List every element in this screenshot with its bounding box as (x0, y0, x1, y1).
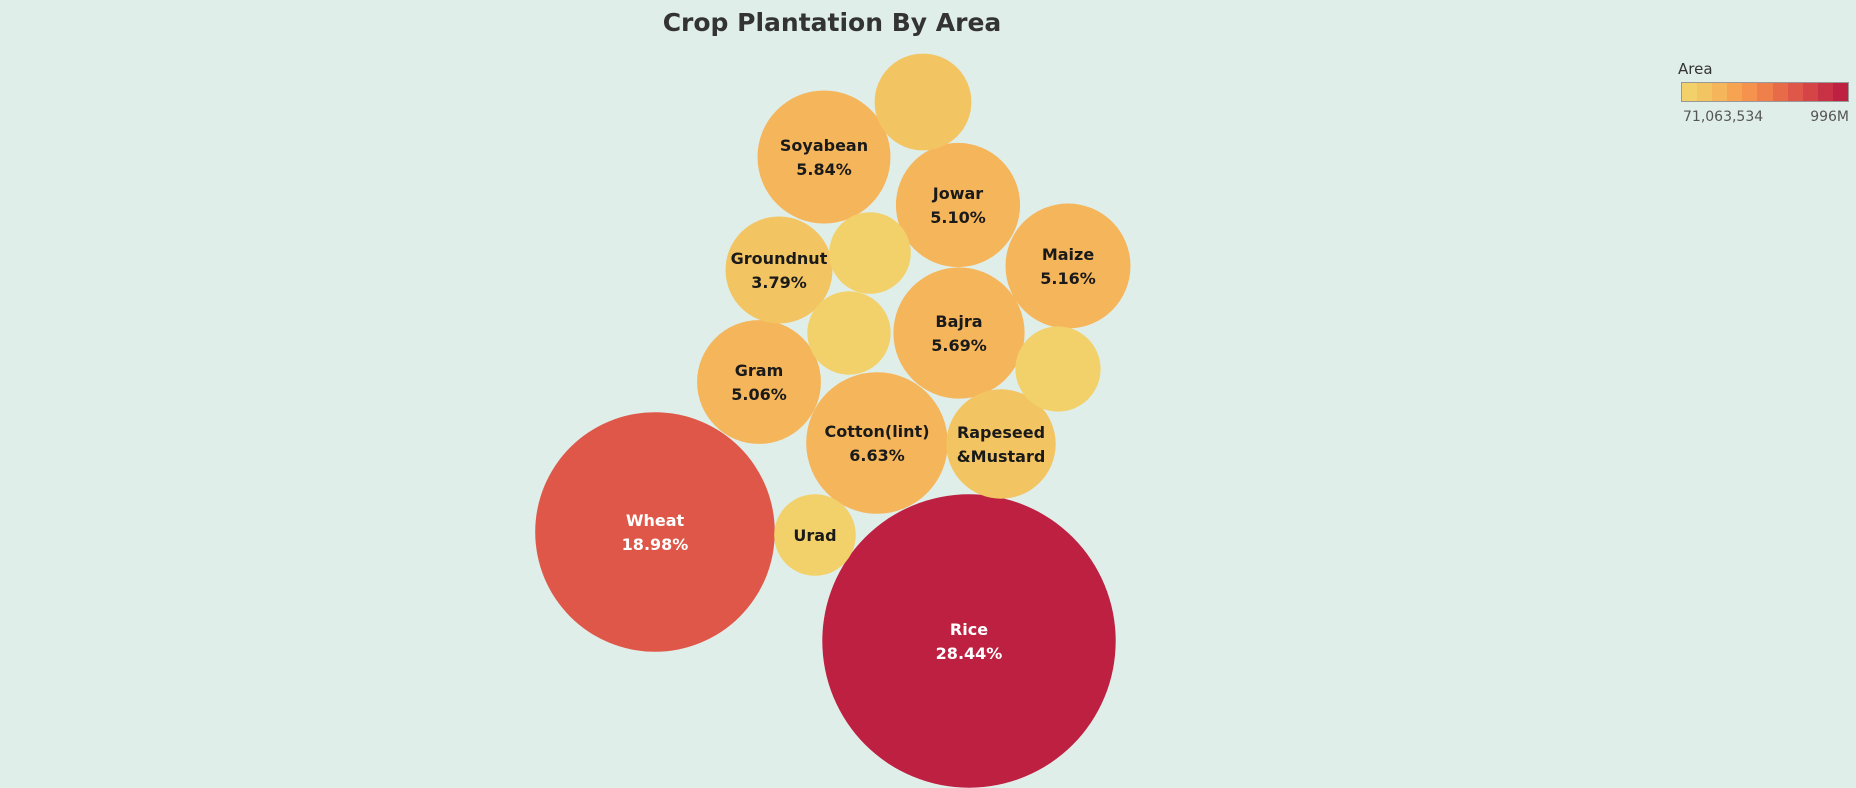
bubble-label: 5.10% (930, 208, 986, 227)
bubble-label: &Mustard (957, 447, 1046, 466)
bubble-soyabean[interactable]: Soyabean 5.84% (757, 90, 891, 224)
bubble-circle[interactable] (822, 494, 1116, 788)
bubble-label: 18.98% (622, 535, 689, 554)
bubble-label: 28.44% (936, 644, 1003, 663)
color-legend: Area 71,063,534 996M (1678, 60, 1850, 125)
bubble-label: 5.84% (796, 160, 852, 179)
bubble-rice[interactable]: Rice 28.44% (822, 494, 1116, 788)
bubble-label: Bajra (935, 312, 982, 331)
bubble-label: 3.79% (751, 273, 807, 292)
legend-min-label: 71,063,534 (1683, 109, 1764, 125)
bubble-label: Soyabean (780, 136, 868, 155)
bubble-circle[interactable] (774, 494, 856, 576)
legend-swatch (1757, 83, 1773, 101)
bubble-circle[interactable] (895, 142, 1021, 268)
bubble-circle[interactable] (697, 320, 821, 444)
bubble-maize[interactable]: Maize 5.16% (1005, 203, 1131, 329)
bubble-label: 5.16% (1040, 269, 1096, 288)
bubble-circle[interactable] (1005, 203, 1131, 329)
bubble-label: Groundnut (731, 249, 828, 268)
bubble-circle[interactable] (807, 291, 891, 375)
bubble-circle[interactable] (806, 372, 948, 514)
bubble-circle[interactable] (725, 216, 833, 324)
bubble-groundnut[interactable]: Groundnut 3.79% (725, 216, 833, 324)
bubble-wheat[interactable]: Wheat 18.98% (535, 412, 775, 652)
legend-swatch (1742, 83, 1758, 101)
bubble-unlabeled[interactable] (829, 212, 911, 294)
legend-swatch (1712, 83, 1728, 101)
legend-color-ramp (1681, 82, 1849, 102)
bubble-circle[interactable] (535, 412, 775, 652)
bubble-unlabeled[interactable] (807, 291, 891, 375)
bubble-label: Rapeseed (957, 423, 1045, 442)
bubble-label: Urad (793, 526, 836, 545)
bubble-gram[interactable]: Gram 5.06% (697, 320, 821, 444)
bubble-jowar[interactable]: Jowar 5.10% (895, 142, 1021, 268)
legend-swatch (1817, 83, 1833, 101)
legend-swatch (1832, 83, 1849, 101)
bubble-label: 6.63% (849, 446, 905, 465)
legend-swatch (1682, 83, 1698, 101)
bubble-label: 5.06% (731, 385, 787, 404)
legend-swatch (1772, 83, 1788, 101)
legend-swatch (1787, 83, 1803, 101)
bubble-label: Maize (1042, 245, 1095, 264)
bubble-urad[interactable]: Urad (774, 494, 856, 576)
bubble-circle[interactable] (757, 90, 891, 224)
legend-title: Area (1678, 60, 1713, 78)
legend-swatch (1802, 83, 1818, 101)
legend-max-label: 996M (1810, 109, 1849, 125)
bubble-rapeseed-mustard[interactable]: Rapeseed&Mustard (946, 389, 1056, 499)
chart-title: Crop Plantation By Area (662, 8, 1002, 37)
bubble-label: Cotton(lint) (824, 422, 929, 441)
bubble-circle[interactable] (829, 212, 911, 294)
bubble-label: Gram (735, 361, 784, 380)
bubble-cotton-lint-[interactable]: Cotton(lint) 6.63% (806, 372, 948, 514)
bubble-circle[interactable] (874, 53, 972, 151)
bubble-label: Rice (950, 620, 988, 639)
bubble-circle[interactable] (1015, 326, 1101, 412)
bubble-label: Jowar (932, 184, 984, 203)
bubble-circle[interactable] (893, 267, 1025, 399)
legend-swatch (1697, 83, 1713, 101)
legend-swatch (1727, 83, 1743, 101)
bubble-unlabeled[interactable] (1015, 326, 1101, 412)
bubble-bajra[interactable]: Bajra 5.69% (893, 267, 1025, 399)
bubble-unlabeled[interactable] (874, 53, 972, 151)
bubble-label: Wheat (626, 511, 685, 530)
bubble-circle[interactable] (946, 389, 1056, 499)
legend-range: 71,063,534 996M (1683, 109, 1849, 125)
bubble-label: 5.69% (931, 336, 987, 355)
